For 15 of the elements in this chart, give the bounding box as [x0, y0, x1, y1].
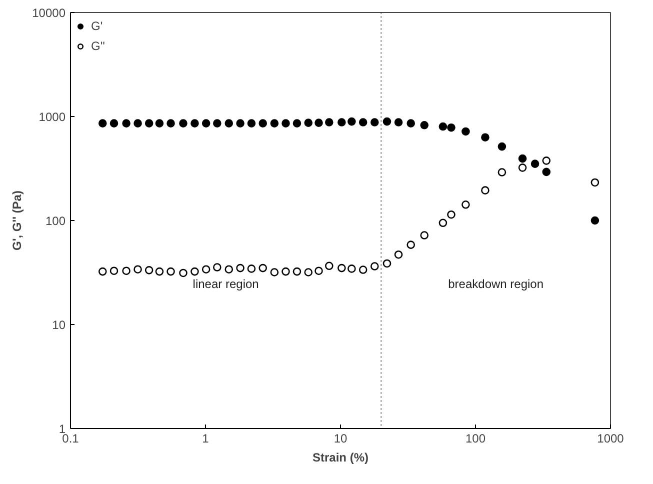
y-axis-title: G', G'' (Pa): [10, 190, 24, 250]
x-tick-label: 0.1: [62, 432, 80, 446]
legend-label: G': [91, 19, 104, 33]
y-tick-label: 100: [45, 214, 66, 228]
x-tick-label: 10: [334, 432, 348, 446]
y-tick-label: 10: [52, 318, 66, 332]
annotation: breakdown region: [448, 277, 544, 292]
annotation: linear region: [192, 277, 259, 292]
x-tick-label: 1000: [597, 432, 624, 446]
y-tick-label: 1000: [38, 110, 66, 124]
x-axis-title: Strain (%): [312, 450, 369, 464]
y-tick-label: 10000: [32, 6, 66, 20]
x-tick-label: 1: [202, 432, 210, 446]
x-tick-label: 100: [465, 432, 486, 446]
legend-label: G'': [91, 39, 106, 53]
